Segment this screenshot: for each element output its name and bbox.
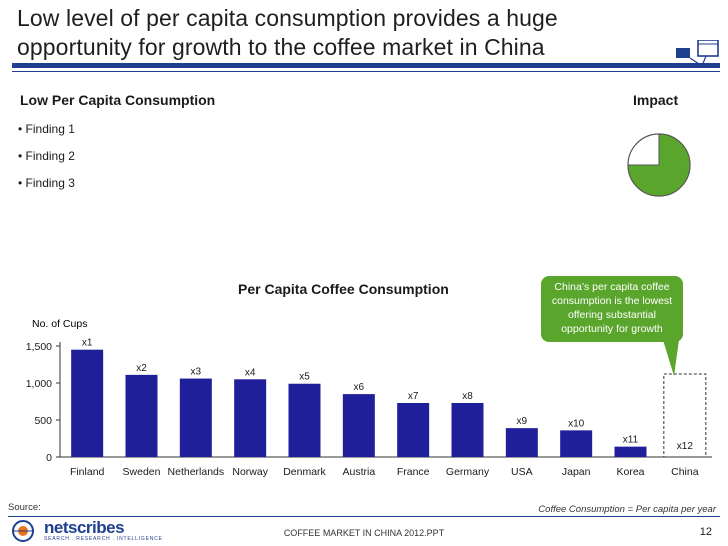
bar (71, 349, 104, 457)
y-tick-label: 500 (34, 415, 52, 427)
title-divider (12, 63, 720, 68)
y-tick-label: 1,000 (26, 378, 52, 390)
logo-tagline: SEARCH . RESEARCH . INTELLIGENCE (44, 536, 163, 542)
bar (125, 374, 158, 457)
file-name: COFFEE MARKET IN CHINA 2012.PPT (283, 528, 445, 538)
highlight-box-china (663, 373, 707, 458)
bar (179, 378, 212, 457)
netscribes-logo-icon (12, 520, 34, 542)
x-tick-label: Korea (616, 466, 644, 478)
bar (397, 402, 430, 457)
impact-harvey-ball-icon (627, 133, 691, 197)
bar (505, 428, 538, 457)
footer-divider (8, 516, 720, 517)
data-label: x1 (82, 338, 93, 349)
logo-wordmark: netscribes (44, 518, 125, 537)
presentation-icon (676, 40, 719, 67)
chart-title: Per Capita Coffee Consumption (238, 281, 449, 297)
x-tick-label: USA (511, 466, 533, 478)
x-tick-label: Germany (446, 466, 490, 478)
data-label: x7 (408, 391, 419, 402)
bar-chart: 0 500 1,000 1,500 x1 Finland x2 Sweden x3 Netherl… (26, 338, 712, 478)
bar (342, 394, 375, 457)
impact-filled-slice (627, 133, 691, 197)
x-tick-label: Austria (342, 466, 375, 478)
y-tick-label: 1,500 (26, 341, 52, 353)
bar (451, 402, 484, 457)
x-tick-label: Denmark (283, 466, 326, 478)
x-tick-label: Sweden (123, 466, 161, 478)
data-label: x9 (517, 416, 528, 427)
x-tick-label: Japan (562, 466, 591, 478)
impact-heading: Impact (633, 92, 679, 108)
data-label: x10 (568, 418, 585, 429)
data-label: x3 (191, 367, 202, 378)
data-label: x11 (623, 435, 639, 446)
finding-item: • Finding 2 (18, 149, 75, 163)
data-label: x4 (245, 367, 256, 378)
bar (234, 379, 267, 457)
data-label: x5 (299, 372, 310, 383)
data-label: x12 (677, 441, 694, 452)
finding-item: • Finding 1 (18, 122, 75, 136)
x-tick-label: Netherlands (168, 466, 225, 478)
page-number: 12 (699, 526, 712, 538)
callout-box: China’s per capita coffee consumption is… (541, 276, 683, 342)
source-label: Source: (8, 502, 41, 513)
y-axis-label: No. of Cups (32, 318, 88, 330)
title-divider-thin (12, 71, 720, 72)
bar (288, 383, 321, 457)
footnote: Coffee Consumption = Per capita per year (538, 504, 716, 515)
finding-item: • Finding 3 (18, 176, 75, 190)
x-tick-label: China (671, 466, 699, 478)
data-label: x8 (462, 391, 473, 402)
x-tick-label: Norway (232, 466, 268, 478)
bar (560, 430, 593, 457)
data-label: x6 (354, 382, 365, 393)
left-section-heading: Low Per Capita Consumption (20, 92, 216, 108)
x-tick-label: France (397, 466, 430, 478)
findings-list: • Finding 1 • Finding 2 • Finding 3 (18, 122, 75, 203)
callout-pointer (663, 340, 679, 376)
slide-title: Low level of per capita consumption prov… (17, 5, 558, 60)
bar (614, 446, 647, 457)
data-label: x2 (136, 363, 147, 374)
y-tick-label: 0 (46, 452, 52, 464)
x-tick-label: Finland (70, 466, 105, 478)
